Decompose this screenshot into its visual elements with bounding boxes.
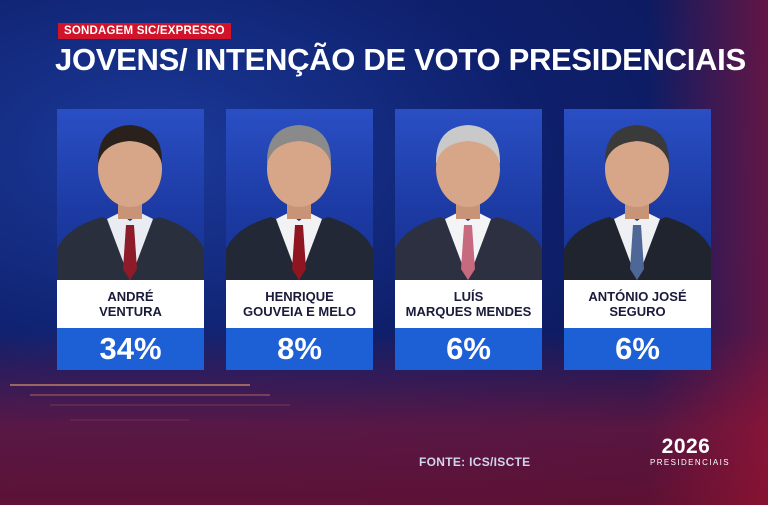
candidate-percent: 6% [564, 328, 711, 370]
candidate-percent: 34% [57, 328, 204, 370]
portrait-hair [604, 125, 670, 164]
candidate-photo [226, 109, 373, 280]
portrait-face [98, 131, 162, 207]
candidate-name-line2: SEGURO [609, 304, 666, 319]
candidate-photo [395, 109, 542, 280]
candidate-photo [57, 109, 204, 280]
portrait-tie [630, 225, 644, 280]
candidate-name-line2: VENTURA [99, 304, 162, 319]
portrait-hair [435, 125, 501, 164]
candidate-name: HENRIQUE GOUVEIA E MELO [226, 280, 373, 328]
background-stage-lines [10, 384, 290, 421]
candidate-name: ANDRÉ VENTURA [57, 280, 204, 328]
candidate-name-line1: HENRIQUE [265, 289, 334, 304]
candidate-name-line2: MARQUES MENDES [405, 304, 532, 319]
candidate-name-line1: ANDRÉ [107, 289, 154, 304]
candidate-name: LUÍS MARQUES MENDES [395, 280, 542, 328]
portrait-tie [292, 225, 306, 280]
source-label: FONTE: ICS/ISCTE [419, 455, 531, 469]
logo-year: 2026 [661, 435, 711, 458]
presidenciais-logo: 2026 PRESIDENCIAIS [650, 435, 730, 468]
candidate-card: ANTÓNIO JOSÉ SEGURO 6% [564, 109, 711, 370]
candidate-photo [564, 109, 711, 280]
portrait-hair [266, 125, 332, 164]
candidate-name-line1: ANTÓNIO JOSÉ [588, 289, 687, 304]
candidate-name-line1: LUÍS [453, 289, 484, 304]
candidate-name: ANTÓNIO JOSÉ SEGURO [564, 280, 711, 328]
portrait-face [267, 131, 331, 207]
page-title: JOVENS/ INTENÇÃO DE VOTO PRESIDENCIAIS [55, 42, 746, 77]
portrait-tie [123, 225, 137, 280]
candidate-percent: 8% [226, 328, 373, 370]
candidate-percent: 6% [395, 328, 542, 370]
poll-tag: SONDAGEM SIC/EXPRESSO [58, 23, 231, 39]
portrait-face [605, 131, 669, 207]
candidate-card: HENRIQUE GOUVEIA E MELO 8% [226, 109, 373, 370]
portrait-tie [461, 225, 475, 280]
portrait-face [436, 131, 500, 207]
candidate-name-line2: GOUVEIA E MELO [243, 304, 356, 319]
candidate-card: LUÍS MARQUES MENDES 6% [395, 109, 542, 370]
portrait-hair [97, 125, 163, 164]
logo-subtitle: PRESIDENCIAIS [650, 458, 730, 467]
candidate-card: ANDRÉ VENTURA 34% [57, 109, 204, 370]
